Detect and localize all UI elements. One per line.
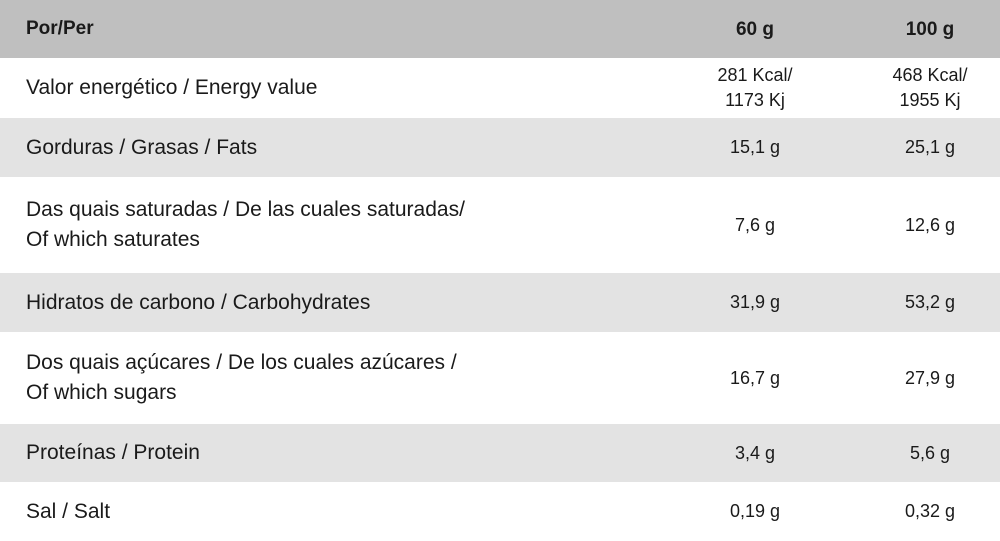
label-cell: Hidratos de carbono / Carbohydrates	[26, 273, 626, 332]
cell-text: 1955 Kj	[899, 90, 961, 110]
cell-text: 53,2 g	[904, 292, 956, 312]
cell-text: Sal / Salt	[26, 499, 111, 523]
cell-text: Gorduras / Grasas / Fats	[26, 135, 258, 159]
value-cell: 0,32 g	[855, 482, 1000, 541]
cell-text: 12,6 g	[904, 214, 956, 235]
value-cell: 15,1 g	[680, 118, 830, 177]
cell-text: Dos quais açúcares / De los cuales azúca…	[26, 351, 457, 374]
value-cell: 12,6 g	[855, 177, 1000, 273]
value-cell: 3,4 g	[680, 424, 830, 482]
cell-text: 7,6 g	[734, 214, 776, 235]
label-cell: Das quais saturadas / De las cuales satu…	[26, 177, 626, 273]
cell-text: Das quais saturadas / De las cuales satu…	[26, 198, 465, 221]
cell-text: 3,4 g	[734, 442, 776, 463]
cell-text: 16,7 g	[729, 367, 781, 388]
cell-text: 468 Kcal/	[892, 65, 968, 85]
label-cell: Dos quais açúcares / De los cuales azúca…	[26, 332, 626, 424]
cell-text: Hidratos de carbono / Carbohydrates	[26, 290, 371, 314]
label-cell: Sal / Salt	[26, 482, 626, 541]
value-cell: 281 Kcal/1173 Kj	[680, 58, 830, 118]
cell-text: 15,1 g	[729, 137, 781, 157]
table-row: Hidratos de carbono / Carbohydrates 31,9 …	[0, 273, 1000, 332]
table-row: Sal / Salt 0,19 g 0,32 g	[0, 482, 1000, 541]
value-cell: 31,9 g	[680, 273, 830, 332]
value-cell: 16,7 g	[680, 332, 830, 424]
cell-text: 1173 Kj	[725, 90, 785, 110]
value-cell: 468 Kcal/1955 Kj	[855, 58, 1000, 118]
header-cell: Por/Per	[26, 0, 626, 58]
cell-text: 5,6 g	[909, 442, 951, 463]
cell-text: Of which saturates	[26, 228, 200, 251]
value-cell: 27,9 g	[855, 332, 1000, 424]
cell-text: Valor energético / Energy value	[26, 76, 318, 99]
header-cell: 60 g	[680, 0, 830, 58]
cell-text: 281 Kcal/	[717, 65, 793, 85]
cell-text: 0,19 g	[729, 501, 781, 521]
value-cell: 53,2 g	[855, 273, 1000, 332]
label-cell: Gorduras / Grasas / Fats	[26, 118, 626, 177]
cell-text: Of which sugars	[26, 381, 177, 404]
cell-text: Proteínas / Protein	[26, 441, 200, 464]
label-cell: Proteínas / Protein	[26, 424, 626, 482]
cell-text: 31,9 g	[729, 292, 781, 312]
header-text: Por/Per	[26, 18, 94, 39]
header-cell: 100 g	[855, 0, 1000, 58]
table-row: Valor energético / Energy value 281 Kcal/…	[0, 58, 1000, 118]
header-text: 100 g	[905, 18, 955, 40]
table-row: Proteínas / Protein 3,4 g 5,6 g	[0, 424, 1000, 482]
value-cell: 7,6 g	[680, 177, 830, 273]
header-row: Por/Per 60 g 100 g	[0, 0, 1000, 58]
table-row: Gorduras / Grasas / Fats 15,1 g 25,1 g	[0, 118, 1000, 177]
value-cell: 0,19 g	[680, 482, 830, 541]
table-row: Dos quais açúcares / De los cuales azúca…	[0, 332, 1000, 424]
header-text: 60 g	[735, 18, 775, 40]
cell-text: 27,9 g	[904, 367, 956, 388]
table-row: Das quais saturadas / De las cuales satu…	[0, 177, 1000, 273]
value-cell: 5,6 g	[855, 424, 1000, 482]
value-cell: 25,1 g	[855, 118, 1000, 177]
label-cell: Valor energético / Energy value	[26, 58, 626, 118]
cell-text: 0,32 g	[904, 501, 956, 521]
cell-text: 25,1 g	[904, 137, 956, 157]
